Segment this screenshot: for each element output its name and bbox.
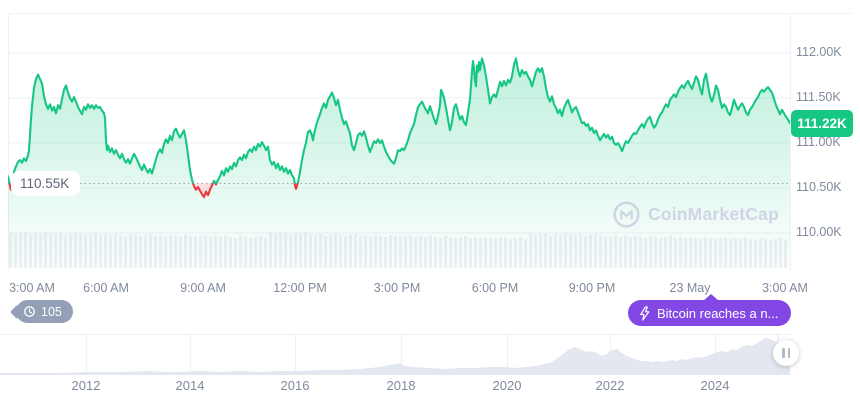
x-axis-label: 23 May	[669, 281, 711, 295]
lightning-icon	[640, 305, 650, 321]
year-label: 2014	[175, 378, 205, 393]
timeline-gridline	[295, 334, 296, 375]
news-badge-pointer	[703, 294, 719, 301]
y-axis-label: 112.00K	[796, 45, 842, 59]
pause-icon	[787, 348, 790, 358]
x-axis-label: 9:00 PM	[568, 281, 616, 295]
history-count-badge[interactable]: 105	[16, 300, 73, 323]
open-price-label: 110.55K	[11, 171, 81, 196]
timeline-gridline	[401, 334, 402, 375]
timeline-gridline	[190, 334, 191, 375]
watermark-text: CoinMarketCap	[648, 204, 779, 224]
chart-top-border	[8, 13, 852, 14]
y-axis-label: 110.00K	[796, 225, 842, 239]
y-axis-label: 111.50K	[796, 90, 841, 104]
news-badge-text: Bitcoin reaches a n...	[657, 305, 779, 321]
y-axis-label: 111.00K	[796, 135, 841, 149]
timeline-range-selector[interactable]	[0, 334, 792, 375]
timeline-gridline	[507, 334, 508, 375]
timeline-top-border	[0, 334, 792, 335]
current-price-badge: 111.22K	[791, 110, 853, 137]
timeline-gridline	[86, 334, 87, 375]
clock-history-icon	[24, 306, 35, 317]
range-handle[interactable]	[773, 340, 799, 366]
pause-icon	[782, 348, 785, 358]
year-label: 2016	[280, 378, 310, 393]
coinmarketcap-logo-icon	[613, 201, 640, 228]
news-annotation-badge[interactable]: Bitcoin reaches a n...	[628, 300, 792, 326]
x-axis-label: 6:00 AM	[83, 281, 129, 295]
x-axis-label: 3:00 AM	[762, 281, 808, 295]
year-label: 2018	[386, 378, 416, 393]
x-axis-label: 3:00 PM	[373, 281, 421, 295]
chart-left-border	[8, 13, 9, 270]
y-axis-label: 110.50K	[796, 180, 842, 194]
x-axis-label: 3:00 AM	[9, 281, 55, 295]
year-label: 2024	[700, 378, 730, 393]
year-label: 2020	[492, 378, 522, 393]
watermark: CoinMarketCap	[612, 200, 779, 229]
price-chart-plot[interactable]	[8, 13, 790, 270]
axis-divider	[790, 13, 791, 270]
x-axis-label: 6:00 PM	[471, 281, 519, 295]
year-label: 2012	[71, 378, 101, 393]
year-label: 2022	[595, 378, 625, 393]
history-count: 105	[41, 304, 62, 319]
x-axis-label: 12:00 PM	[273, 281, 327, 295]
x-axis-label: 9:00 AM	[180, 281, 226, 295]
